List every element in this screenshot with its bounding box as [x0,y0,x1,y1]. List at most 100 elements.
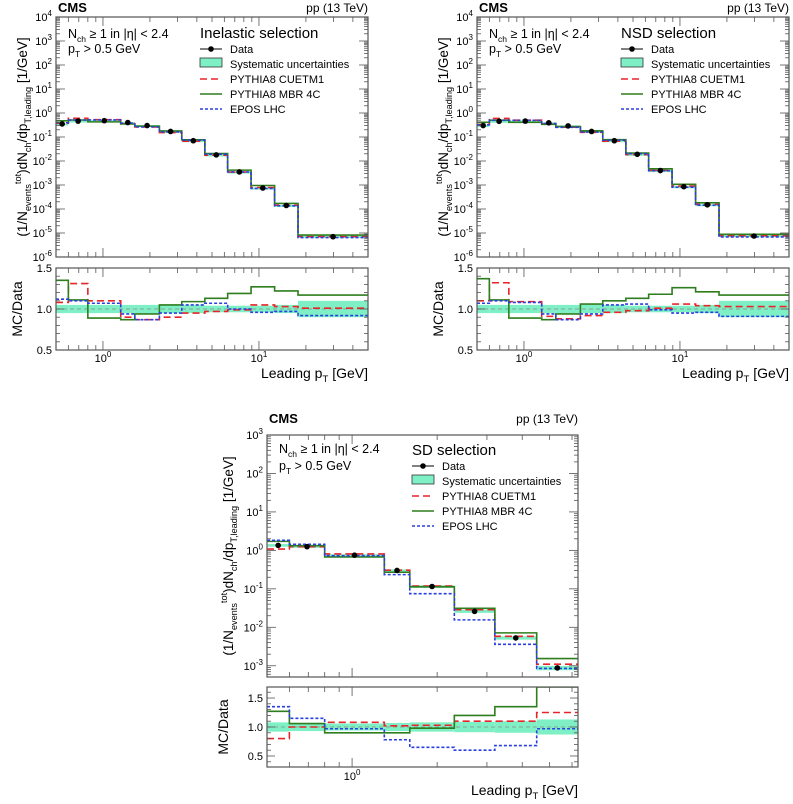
y-tick-exp: 3 [259,427,264,436]
x-axis-label-part: [GeV] [538,782,578,798]
y-tick-label: 101 [246,504,263,519]
legend: NSD selection Data Systematic uncertaintie… [620,25,771,116]
y-tick-exp: -5 [466,225,474,234]
legend-title: SD selection [412,442,496,459]
x-tick-label: 101 [672,350,689,365]
y-tick-exp: 4 [48,9,53,18]
selection-condition-part: > 0.5 GeV [501,42,562,56]
ratio-syst-band-bin [625,305,649,313]
mc-histogram-epos-lhc [56,119,368,239]
y-tick-base: 10 [33,180,45,192]
data-point [59,121,65,127]
experiment-label: CMS [479,0,508,15]
data-point [167,128,174,135]
data-point [657,167,664,174]
selection-condition-part: p [68,42,75,56]
ratio-axis-label: MC/Data [215,699,231,754]
y-tick-exp: 1 [259,504,264,513]
y-axis-label-part: events [229,603,239,630]
y-tick-label: 10-4 [454,201,474,216]
x-axis-label-part: Leading p [261,365,323,381]
ratio-syst-band-bin [289,722,325,732]
y-tick-label: 104 [456,9,473,24]
y-axis-label-part: T,leading [444,87,454,124]
y-tick-base: 10 [244,622,256,634]
energy-label: pp (13 TeV) [306,1,368,15]
y-axis-label-part: )dN [436,152,451,174]
x-tick-exp: 1 [263,350,268,359]
y-tick-base: 10 [454,252,466,264]
legend-title: NSD selection [621,25,716,42]
y-tick-base: 10 [35,84,47,96]
ratio-syst-band-bin [384,722,410,732]
ratio-syst-band-bin [298,300,368,318]
y-tick-label: 100 [456,105,473,120]
y-tick-label: 100 [246,542,263,557]
y-tick-label: 10-2 [454,153,474,168]
x-tick-exp: 0 [107,350,112,359]
y-axis-label-part: ch [23,142,33,152]
legend-series-label: EPOS LHC [230,104,286,116]
ratio-plot-area [477,277,789,321]
data-point [751,233,757,239]
y-tick-base: 10 [244,661,256,673]
legend-data-marker [420,463,426,469]
data-point [554,665,561,671]
selection-condition: pT > 0.5 GeV [489,42,562,59]
legend-data-label: Data [651,44,675,56]
legend-series-label: PYTHIA8 CUETM1 [651,74,745,86]
energy-label: pp (13 TeV) [516,412,578,426]
y-tick-exp: -5 [45,225,53,234]
y-tick-exp: -2 [45,153,53,162]
selection-condition-part: > 0.5 GeV [291,459,352,473]
data-point [471,608,478,615]
ratio-axis-label: MC/Data [9,281,25,336]
y-tick-label: 10-5 [454,225,474,240]
data-point [611,137,618,144]
y-axis-label: (1/Neventstot)dNch/dpT,leading [1/GeV] [13,37,33,236]
x-tick-label: 100 [516,350,533,365]
x-axis-label-part: Leading p [682,365,744,381]
ratio-tick-label: 1.0 [458,304,473,316]
data-point [704,201,711,208]
selection-condition-part: ≥ 1 in |η| < 2.4 [507,27,590,41]
y-axis-label-part: /dp [221,543,236,562]
y-tick-base: 10 [246,507,258,519]
selection-condition: pT > 0.5 GeV [279,459,352,476]
data-point [275,542,281,549]
y-tick-base: 10 [33,228,45,240]
legend-series-label: PYTHIA8 CUETM1 [442,491,536,503]
selection-condition-part: T [75,49,80,59]
y-tick-base: 10 [33,204,45,216]
y-axis-label-part: events [444,184,454,211]
y-tick-exp: 2 [259,465,264,474]
data-point [512,635,519,641]
selection-condition-part: T [286,466,291,476]
y-tick-exp: -4 [45,201,53,210]
data-point [681,183,687,190]
legend-series-label: PYTHIA8 CUETM1 [230,74,324,86]
x-tick-exp: 1 [684,350,689,359]
data-point [522,118,529,124]
y-axis-label-part: tot [13,173,23,184]
x-axis-label-part: Leading p [471,782,533,798]
x-tick-base: 10 [95,353,107,365]
y-tick-label: 10-5 [33,225,53,240]
y-tick-base: 10 [456,84,468,96]
legend-syst-label: Systematic uncertainties [651,59,771,71]
mc-histogram-pythia8-mbr-4c [267,540,578,660]
legend: SD selection Data Systematic uncertainties… [411,442,562,533]
y-tick-base: 10 [35,12,47,24]
y-tick-base: 10 [454,204,466,216]
y-tick-exp: -3 [256,658,264,667]
ratio-syst-band-bin [267,722,290,732]
y-tick-base: 10 [246,545,258,557]
energy-label: pp (13 TeV) [727,1,789,15]
data-point [260,185,266,191]
y-tick-label: 10-4 [33,201,53,216]
mc-histogram-pythia8-cuetm1 [477,117,789,237]
y-tick-base: 10 [456,60,468,72]
ratio-syst-band-bin [409,722,455,732]
ratio-tick-label: 0.5 [248,751,263,763]
